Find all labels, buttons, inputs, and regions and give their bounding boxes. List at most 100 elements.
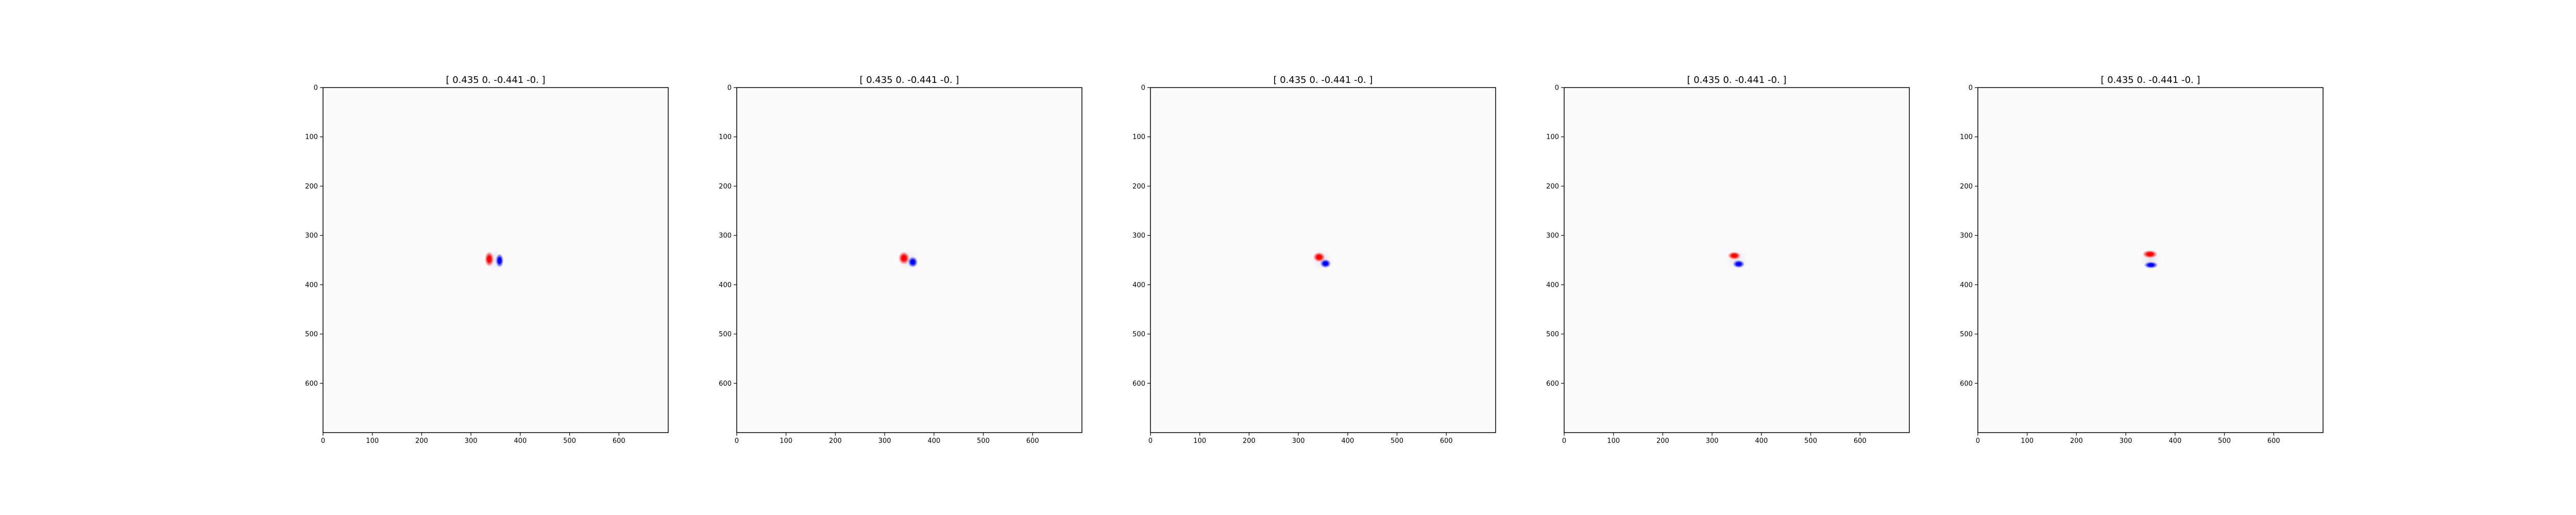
heatmap-halo	[1721, 245, 1752, 275]
x-tick-label: 400	[2168, 437, 2181, 445]
y-tick-label: 200	[719, 183, 732, 191]
y-tick-label: 600	[1546, 380, 1559, 388]
x-tick-label: 400	[1341, 437, 1354, 445]
y-tick-label: 400	[305, 281, 318, 289]
negative-blob-core	[1323, 261, 1328, 266]
x-tick-label: 300	[1706, 437, 1719, 445]
axes-frame	[736, 87, 1082, 433]
x-tick-label: 600	[613, 437, 625, 445]
positive-blob-core	[1731, 253, 1737, 258]
y-tick-label: 500	[1546, 331, 1559, 338]
y-tick-label: 400	[1546, 281, 1559, 289]
x-tick-label: 400	[927, 437, 940, 445]
panels: [ 0.435 0. -0.441 -0. ] 0 100 200 300 400 500 6…	[305, 75, 2324, 445]
positive-blob-core	[2146, 252, 2154, 256]
heatmap-halo	[479, 245, 510, 275]
x-tick-label: 300	[1292, 437, 1305, 445]
negative-blob-core	[498, 257, 502, 264]
panel-1: [ 0.435 0. -0.441 -0. ] 0 100 200 300 400 500 6…	[305, 75, 669, 445]
y-tick-label: 400	[1132, 281, 1145, 289]
x-tick-label: 200	[1243, 437, 1256, 445]
y-tick-label: 400	[719, 281, 732, 289]
x-tick-label: 200	[1656, 437, 1669, 445]
x-tick-label: 600	[1440, 437, 1453, 445]
x-tick-label: 0	[1148, 437, 1153, 445]
x-tick-label: 400	[514, 437, 527, 445]
x-tick-label: 600	[1026, 437, 1039, 445]
panel-title: [ 0.435 0. -0.441 -0. ]	[1273, 75, 1372, 85]
panel-3: [ 0.435 0. -0.441 -0. ] 0 100 200 300 400 500 6…	[1132, 75, 1496, 445]
y-tick-label: 500	[305, 331, 318, 338]
axes-frame	[323, 87, 669, 433]
y-tick-label: 400	[1960, 281, 1973, 289]
x-tick-label: 600	[2267, 437, 2280, 445]
x-tick-label: 0	[1976, 437, 1980, 445]
x-tick-label: 600	[1854, 437, 1867, 445]
x-tick-label: 200	[415, 437, 428, 445]
y-tick-label: 100	[1960, 133, 1973, 141]
x-tick-label: 400	[1755, 437, 1768, 445]
x-tick-label: 300	[2120, 437, 2132, 445]
y-tick-label: 200	[1132, 183, 1145, 191]
panel-title: [ 0.435 0. -0.441 -0. ]	[446, 75, 545, 85]
y-tick-label: 0	[314, 84, 318, 92]
x-tick-label: 0	[321, 437, 325, 445]
y-tick-label: 300	[719, 232, 732, 240]
x-tick-label: 100	[1193, 437, 1206, 445]
y-tick-label: 500	[1132, 331, 1145, 338]
y-tick-label: 500	[719, 331, 732, 338]
panel-4: [ 0.435 0. -0.441 -0. ] 0 100 200 300 400 500 6…	[1546, 75, 1910, 445]
x-tick-label: 500	[2218, 437, 2231, 445]
positive-blob-core	[487, 255, 492, 263]
axes-frame	[1150, 87, 1496, 433]
y-tick-label: 100	[719, 133, 732, 141]
y-tick-label: 100	[1546, 133, 1559, 141]
x-tick-label: 100	[1607, 437, 1620, 445]
panel-2: [ 0.435 0. -0.441 -0. ] 0 100 200 300 400 500 6…	[719, 75, 1082, 445]
x-tick-label: 0	[1562, 437, 1566, 445]
negative-blob-core	[2147, 263, 2154, 267]
y-tick-label: 100	[305, 133, 318, 141]
y-tick-label: 200	[1960, 183, 1973, 191]
x-tick-label: 200	[2070, 437, 2083, 445]
y-tick-label: 0	[1555, 84, 1559, 92]
y-tick-label: 200	[1546, 183, 1559, 191]
y-tick-label: 300	[1546, 232, 1559, 240]
y-tick-label: 100	[1132, 133, 1145, 141]
y-tick-label: 0	[1141, 84, 1145, 92]
y-tick-label: 300	[1960, 232, 1973, 240]
panel-title: [ 0.435 0. -0.441 -0. ]	[2100, 75, 2200, 85]
heatmap-halo	[2136, 245, 2165, 274]
negative-blob-core	[1736, 262, 1741, 266]
panel-title: [ 0.435 0. -0.441 -0. ]	[1687, 75, 1786, 85]
y-tick-label: 200	[305, 183, 318, 191]
y-tick-label: 0	[1969, 84, 1973, 92]
positive-blob-core	[1316, 254, 1322, 260]
positive-blob-core	[901, 255, 907, 261]
y-tick-label: 500	[1960, 331, 1973, 338]
x-tick-label: 100	[779, 437, 792, 445]
y-tick-label: 300	[1132, 232, 1145, 240]
negative-blob-core	[910, 260, 916, 265]
x-tick-label: 0	[735, 437, 739, 445]
y-tick-label: 0	[727, 84, 732, 92]
y-tick-label: 600	[719, 380, 732, 388]
x-tick-label: 300	[465, 437, 478, 445]
panel-5: [ 0.435 0. -0.441 -0. ] 0 100 200 300 400 500 6…	[1960, 75, 2324, 445]
x-tick-label: 500	[1804, 437, 1817, 445]
x-tick-label: 500	[1391, 437, 1403, 445]
y-tick-label: 600	[1960, 380, 1973, 388]
x-tick-label: 100	[366, 437, 379, 445]
axes-frame	[1564, 87, 1910, 433]
x-tick-label: 300	[878, 437, 891, 445]
x-tick-label: 100	[2021, 437, 2033, 445]
y-tick-label: 600	[305, 380, 318, 388]
y-tick-label: 300	[305, 232, 318, 240]
y-tick-label: 600	[1132, 380, 1145, 388]
x-tick-label: 200	[829, 437, 842, 445]
x-tick-label: 500	[977, 437, 990, 445]
panel-title: [ 0.435 0. -0.441 -0. ]	[859, 75, 959, 85]
x-tick-label: 500	[563, 437, 576, 445]
axes-frame	[1977, 87, 2324, 433]
